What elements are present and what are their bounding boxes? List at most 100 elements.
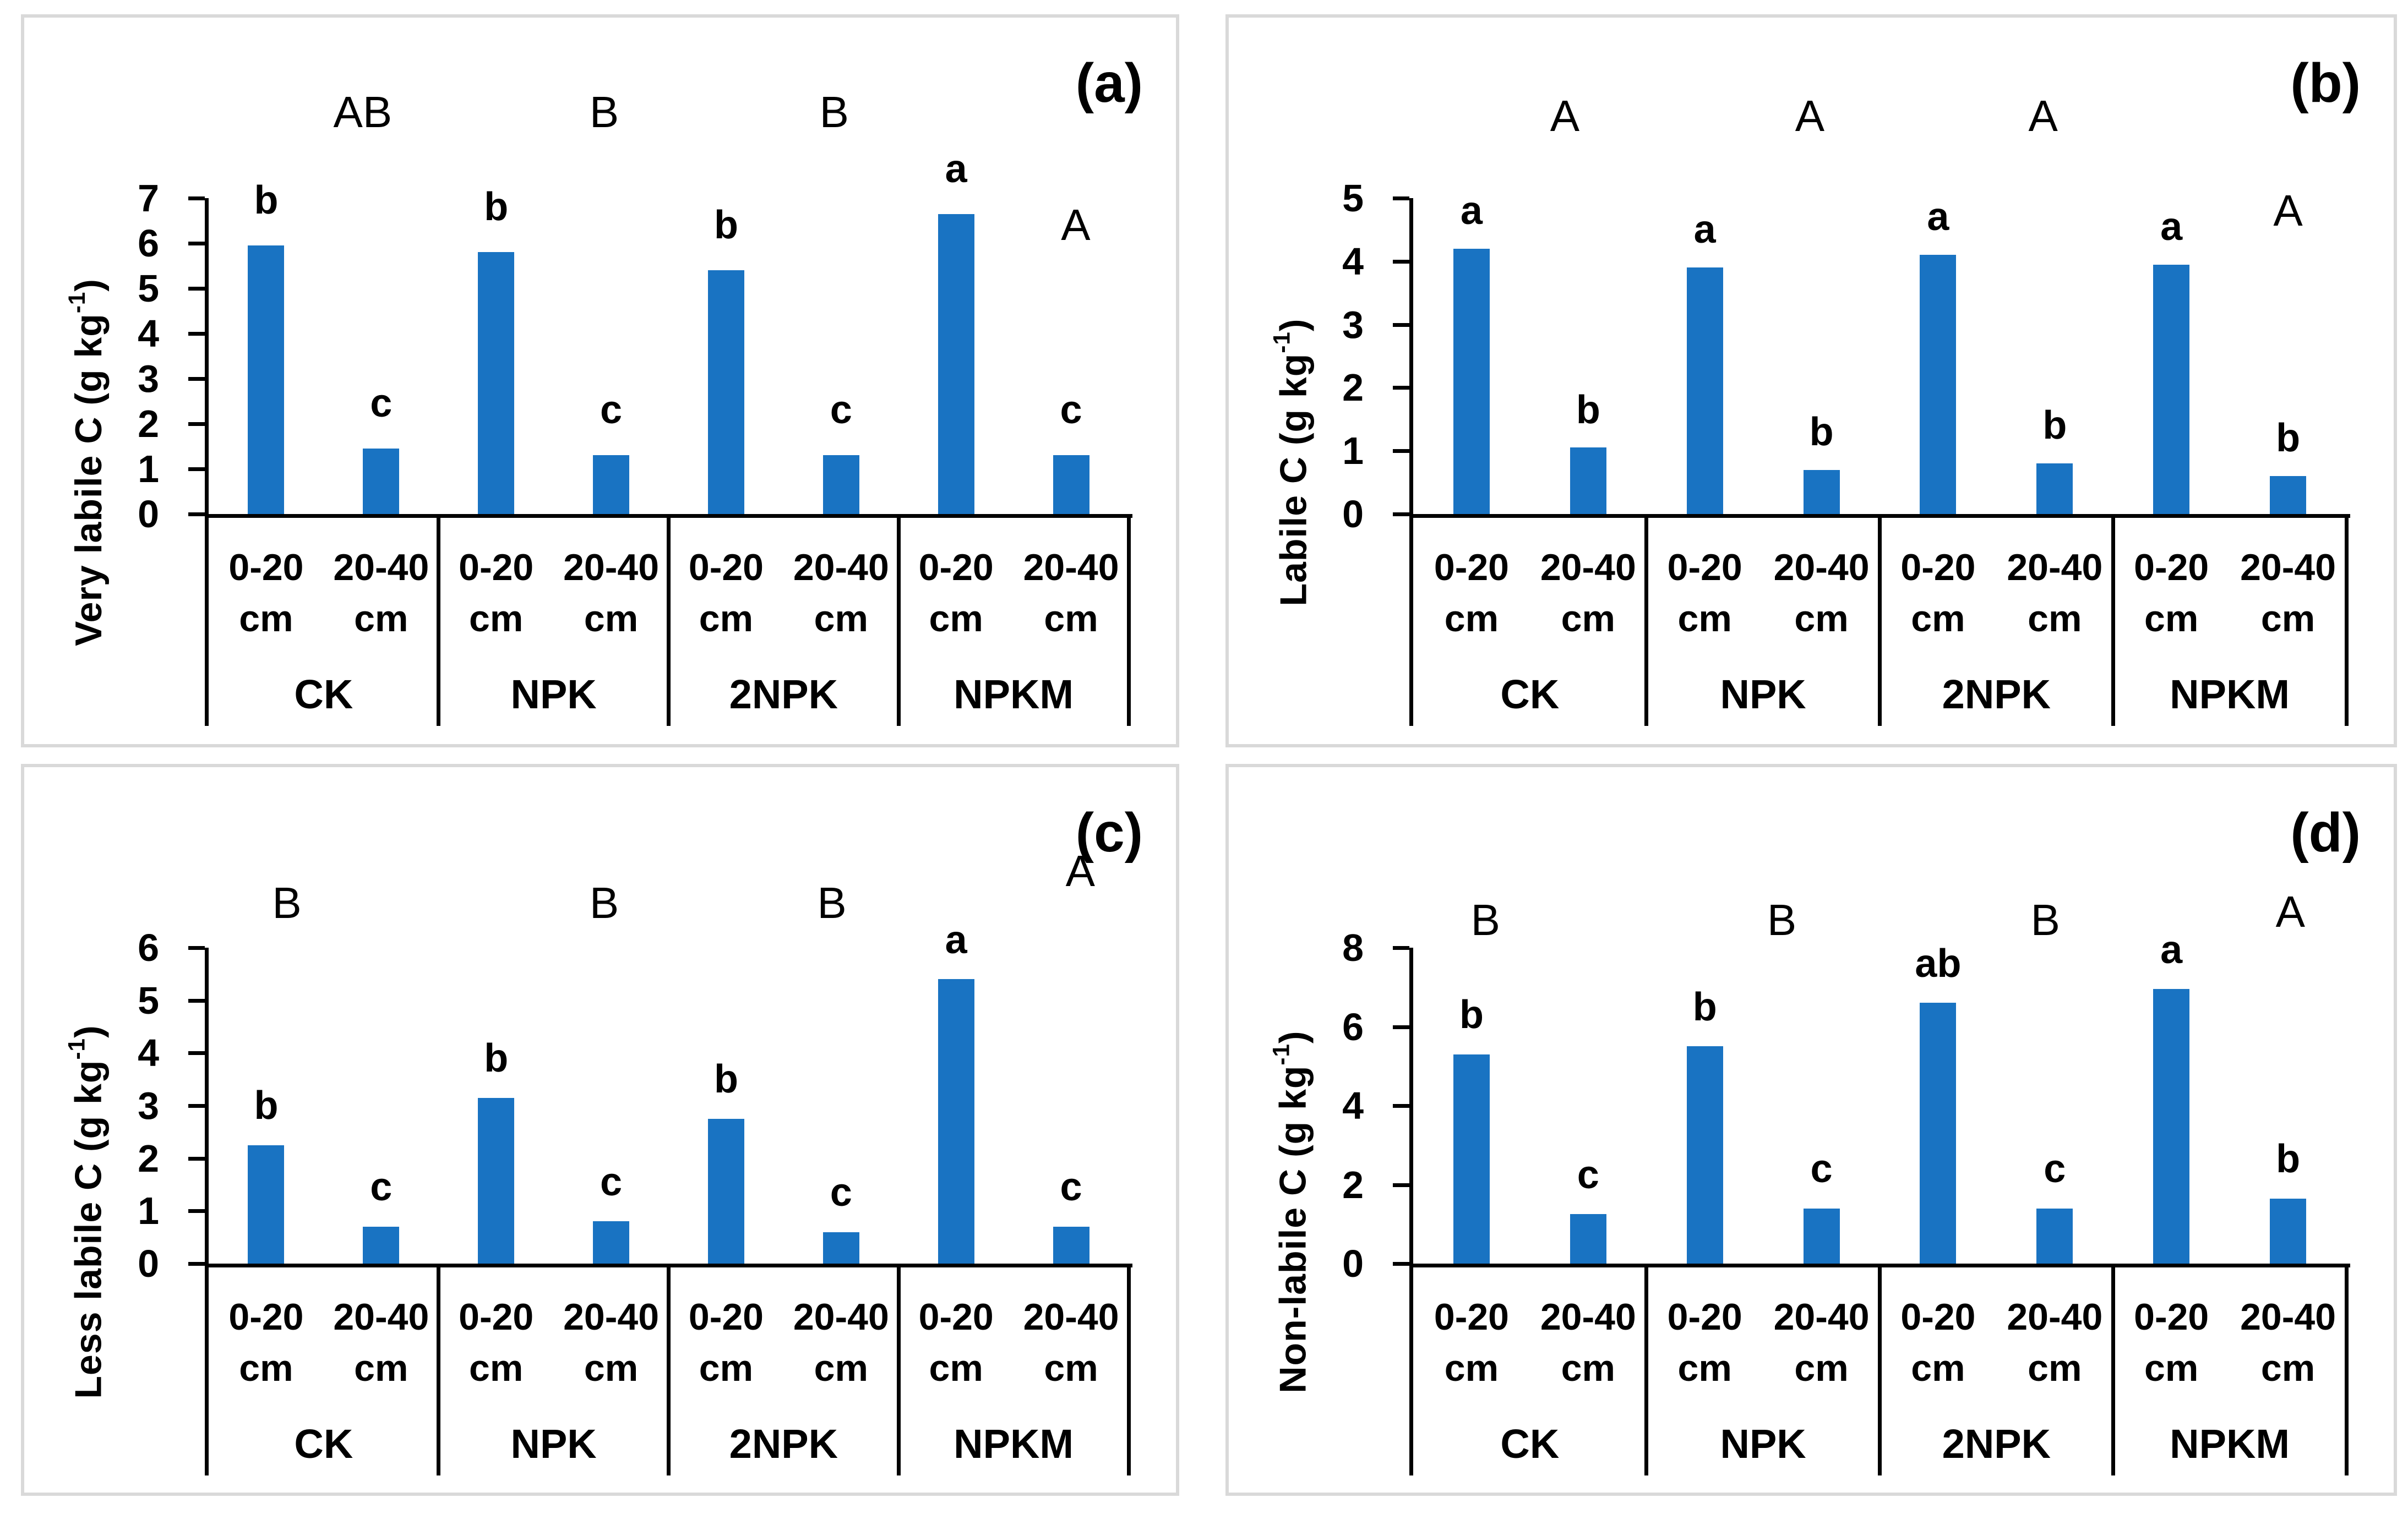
depth-unit-label: cm (1444, 598, 1499, 640)
depth-unit-label: cm (1794, 1347, 1849, 1389)
y-tick-label: 0 (138, 1242, 159, 1285)
y-axis-line (1409, 948, 1413, 1475)
bar-letter: a (945, 146, 967, 191)
depth-unit-label: cm (699, 598, 754, 640)
depth-unit-label: cm (2028, 1347, 2082, 1389)
y-tick-mark (1393, 323, 1409, 327)
group-divider (896, 1264, 901, 1475)
y-tick-mark (188, 467, 205, 471)
group-significance-letter: B (817, 878, 847, 927)
bar (248, 1145, 285, 1264)
treatment-label: NPKM (2170, 671, 2290, 717)
bar-letter: b (254, 178, 279, 223)
bar-letter: b (1809, 409, 1834, 454)
group-significance-letter: B (589, 878, 619, 927)
bar (1803, 1208, 1840, 1264)
depth-label: 20-40 (2007, 1296, 2103, 1338)
group-divider (1644, 1264, 1649, 1475)
depth-unit-label: cm (814, 598, 868, 640)
bar-letter: a (945, 917, 967, 962)
depth-label: 20-40 (333, 1296, 429, 1338)
y-tick-label: 0 (1342, 1242, 1364, 1285)
panel-tag-c: (c) (1075, 802, 1143, 863)
panel-tag-b: (b) (2290, 52, 2361, 114)
y-tick-mark (1393, 386, 1409, 390)
group-divider (1878, 1264, 1882, 1475)
group-divider (1878, 514, 1882, 726)
y-tick-mark (1393, 1104, 1409, 1108)
bar (1803, 469, 1840, 514)
y-tick-label: 2 (1342, 366, 1364, 409)
treatment-label: NPK (510, 1421, 597, 1467)
depth-label: 20-40 (1023, 546, 1119, 588)
y-tick-label: 4 (1342, 1084, 1364, 1127)
bar-letter: a (1693, 207, 1716, 252)
bar-letter: b (254, 1084, 279, 1128)
plot-area-c: 0 1 2 3 4 5 6 b 0-20 cm c 20-40 cm B CK b 0-20 cm c 20-40 cm… (24, 767, 1176, 1493)
bar-letter: a (1460, 188, 1483, 233)
depth-label: 0-20 (1900, 546, 1976, 588)
depth-label: 0-20 (1900, 1296, 1976, 1338)
bar-letter: c (1577, 1152, 1599, 1197)
bar (2153, 989, 2190, 1264)
y-tick-label: 0 (1342, 493, 1364, 535)
bar (2270, 1198, 2307, 1264)
y-tick-label: 4 (138, 312, 159, 355)
treatment-label: CK (294, 1421, 353, 1467)
group-divider (437, 514, 441, 726)
y-tick-label: 3 (138, 1084, 159, 1127)
group-significance-letter: B (1470, 895, 1501, 944)
treatment-label: NPKM (954, 671, 1074, 717)
depth-label: 20-40 (1773, 1296, 1870, 1338)
bar-letter: b (713, 203, 738, 248)
depth-label: 0-20 (459, 546, 534, 588)
y-tick-label: 6 (138, 926, 159, 969)
y-axis-line (205, 198, 209, 726)
treatment-label: NPKM (2170, 1421, 2290, 1467)
depth-label: 20-40 (1023, 1296, 1119, 1338)
group-significance-letter: AB (333, 88, 393, 137)
bar-letter: c (600, 1160, 623, 1204)
panel-a: (a) Very labile C (g kg-1) 0 1 2 3 4 5 6 7 b 0-20… (21, 14, 1179, 747)
group-significance-letter: A (2273, 185, 2303, 235)
depth-label: 20-40 (793, 546, 889, 588)
y-tick-mark (1393, 1183, 1409, 1187)
y-tick-label: 4 (1342, 239, 1364, 283)
group-significance-letter: B (819, 88, 849, 137)
bar (1920, 1003, 1957, 1264)
bar-letter: c (370, 381, 393, 426)
depth-unit-label: cm (1561, 598, 1615, 640)
group-significance-letter: A (2028, 91, 2058, 140)
group-significance-letter: A (1065, 846, 1095, 896)
y-tick-mark (1393, 259, 1409, 264)
bar (478, 252, 515, 514)
y-tick-mark (188, 512, 205, 516)
depth-unit-label: cm (584, 1347, 639, 1389)
y-tick-label: 5 (138, 267, 159, 310)
bar-letter: c (1060, 388, 1082, 433)
y-tick-label: 4 (138, 1031, 159, 1075)
depth-label: 20-40 (563, 546, 660, 588)
depth-label: 20-40 (1540, 1296, 1636, 1338)
bar-letter: c (1060, 1165, 1082, 1210)
bar (822, 455, 859, 514)
depth-label: 20-40 (333, 546, 429, 588)
bar (593, 455, 630, 514)
panel-tag-d: (d) (2290, 802, 2361, 863)
depth-label: 0-20 (1434, 546, 1509, 588)
depth-label: 20-40 (2007, 546, 2103, 588)
y-tick-label: 2 (1342, 1163, 1364, 1206)
depth-label: 0-20 (228, 546, 304, 588)
bar-letter: b (1459, 992, 1484, 1037)
depth-label: 0-20 (688, 1296, 764, 1338)
bar (1453, 1054, 1490, 1264)
y-tick-label: 2 (138, 402, 159, 445)
depth-unit-label: cm (469, 598, 524, 640)
depth-unit-label: cm (239, 598, 293, 640)
y-tick-label: 5 (1342, 177, 1364, 220)
group-divider (2111, 514, 2115, 726)
depth-unit-label: cm (1561, 1347, 1615, 1389)
y-tick-mark (1393, 1262, 1409, 1266)
group-divider (667, 1264, 671, 1475)
